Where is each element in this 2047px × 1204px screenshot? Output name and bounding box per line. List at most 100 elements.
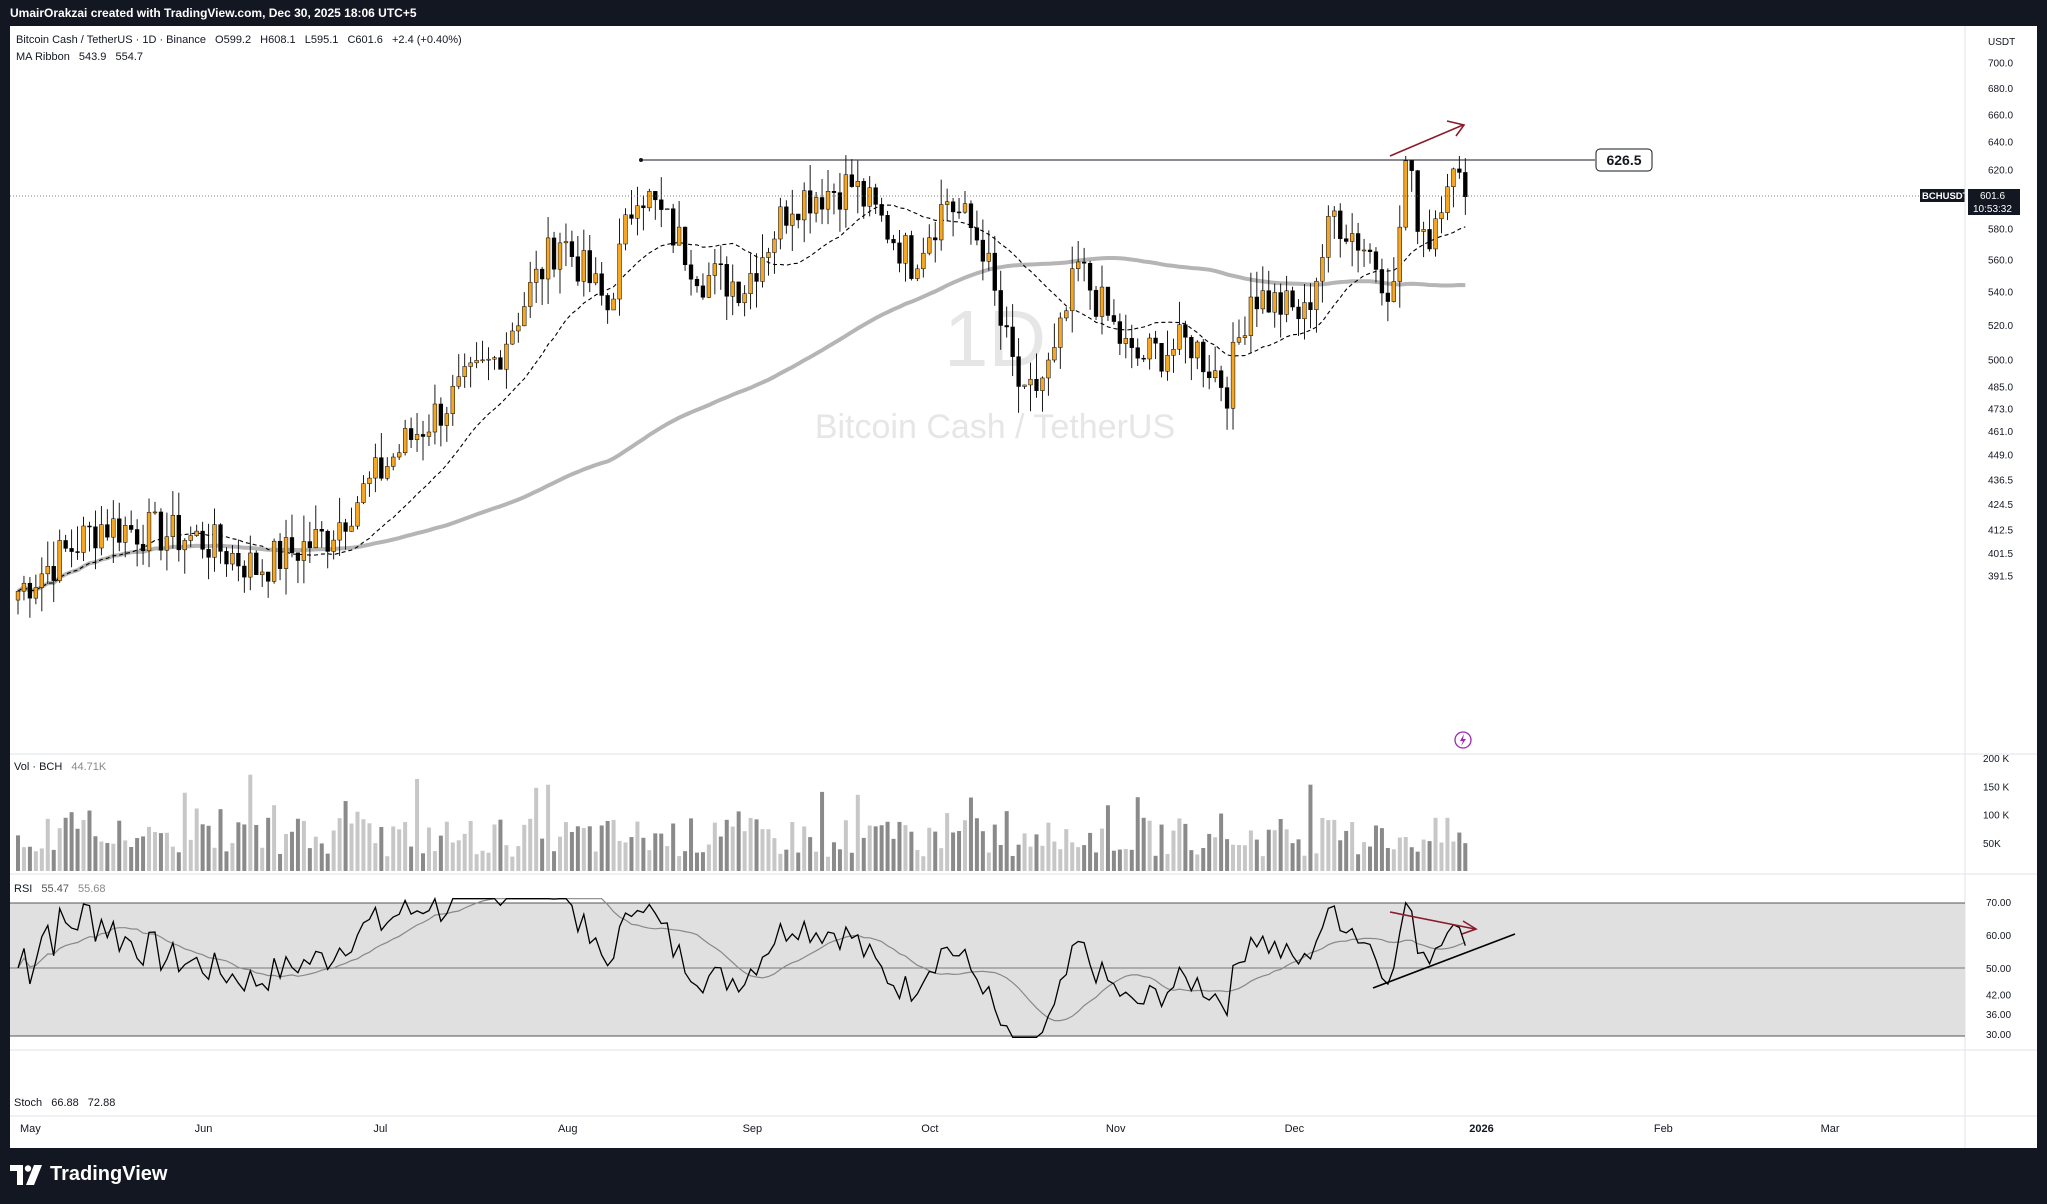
lightning-icon[interactable] [1454, 731, 1472, 749]
volume-bar [27, 846, 32, 871]
volume-bar [75, 828, 80, 871]
volume-bar [224, 851, 229, 871]
rsi-divergence-line [1389, 911, 1476, 930]
volume-bar [492, 824, 497, 871]
volume-bar [1254, 839, 1259, 871]
volume-bar [760, 829, 765, 871]
chart-panel[interactable]: 1D Bitcoin Cash / TetherUS Bitcoin Cash … [10, 26, 2037, 1148]
volume-bar [1463, 843, 1468, 871]
volume-bar [629, 837, 634, 871]
volume-tick-label: 200 K [1983, 754, 2009, 765]
volume-bar [1201, 847, 1206, 871]
candle-body [1326, 216, 1331, 258]
candle-body [230, 552, 235, 565]
volume-bar [462, 833, 467, 871]
legend-change: +2.4 (+0.40%) [392, 34, 462, 46]
price-pane[interactable] [10, 26, 1965, 754]
time-axis[interactable]: May Jun Jul Aug Sep Oct Nov Dec 2026 Feb Mar [20, 1123, 1840, 1135]
candle-body [1272, 292, 1277, 313]
volume-bar [450, 842, 455, 871]
volume-bar [790, 822, 795, 871]
candle-body [277, 540, 283, 569]
candle-body [1278, 292, 1283, 315]
volume-bar [933, 831, 938, 871]
candle-body [474, 360, 479, 364]
resistance-label-box[interactable] [1595, 148, 1653, 172]
volume-bar [540, 838, 545, 871]
volume-bar [1320, 817, 1325, 871]
price-axis[interactable]: 700.0 680.0 660.0 640.0 620.0 580.0 560.0 540.0… [1988, 59, 2013, 583]
candle-body [176, 514, 181, 551]
volume-bar [289, 831, 294, 871]
candle-body [933, 237, 938, 241]
volume-bar [1207, 833, 1212, 871]
candle-body [1332, 210, 1337, 217]
volume-bar [849, 852, 854, 871]
volume-bar [677, 856, 682, 871]
candle-body [307, 541, 312, 548]
volume-bar [659, 833, 664, 871]
volume-bar [778, 853, 783, 871]
candle-body [1183, 324, 1188, 338]
volume-bar [522, 824, 527, 871]
volume-bar [867, 825, 872, 871]
candle-body [266, 571, 271, 582]
volume-bar [474, 854, 479, 871]
volume-bar [1266, 829, 1271, 871]
price-tick-label: 473.0 [1988, 405, 2013, 416]
candle-body [1421, 229, 1426, 232]
candle-body [1260, 290, 1265, 310]
tradingview-logo[interactable]: TradingView [10, 1163, 167, 1186]
candle-body [188, 535, 193, 541]
volume-bar [218, 809, 223, 871]
volume-bar [1439, 842, 1444, 871]
price-tick-label: 580.0 [1988, 225, 2013, 236]
volume-bar [81, 819, 86, 871]
volume-bar [1147, 820, 1152, 871]
volume-bar [706, 844, 711, 871]
volume-bar [158, 833, 163, 871]
resistance-label: 626.5 [1606, 152, 1641, 168]
candle-body [682, 226, 688, 266]
volume-bar [1117, 849, 1122, 871]
candle-body [432, 403, 438, 433]
candle-body [45, 566, 50, 575]
volume-bar [546, 784, 551, 871]
price-tick-label: 620.0 [1988, 166, 2013, 177]
candle-body [39, 573, 44, 588]
volume-bar [683, 851, 688, 871]
candle-body [402, 428, 408, 453]
volume-bar [992, 824, 997, 871]
volume-bar [516, 846, 521, 871]
volume-bar [468, 821, 473, 871]
volume-bar [552, 851, 557, 871]
candle-body [688, 264, 694, 280]
candle-body [1022, 384, 1027, 387]
volume-bar [313, 836, 318, 871]
price-divergence-arrow [1389, 120, 1466, 157]
volume-bar [87, 810, 92, 871]
candle-body [69, 548, 74, 552]
candle-body [63, 540, 68, 549]
candle-body [81, 525, 86, 553]
volume-bar [855, 794, 860, 871]
volume-bar [945, 813, 950, 871]
candle-body [367, 477, 372, 484]
rsi-v1: 55.47 [41, 883, 69, 895]
price-tick-label: 401.5 [1988, 549, 2013, 560]
candle-body [1451, 168, 1456, 187]
candle-body [516, 325, 521, 332]
chart-svg[interactable]: 1D Bitcoin Cash / TetherUS Bitcoin Cash … [10, 26, 2037, 1148]
candle-body [748, 273, 753, 294]
volume-bar [272, 805, 277, 871]
candle-body [254, 552, 259, 575]
volume-bar [951, 832, 956, 871]
candle-body [1218, 370, 1224, 388]
volume-bar [1302, 855, 1307, 871]
resistance-anchor[interactable] [639, 158, 643, 162]
stoch-label: Stoch [14, 1097, 42, 1109]
volume-bar [766, 829, 771, 871]
candle-body [861, 181, 866, 207]
candle-body [164, 536, 170, 551]
candle-body [1016, 356, 1021, 387]
